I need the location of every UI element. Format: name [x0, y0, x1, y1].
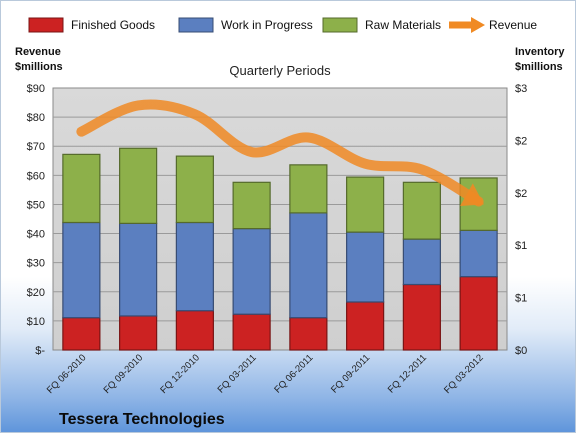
legend-arrow-revenue — [471, 17, 485, 33]
left-axis-ticks: $- $10 $20 $30 $40 $50 $60 $70 $80 $90 — [27, 83, 46, 357]
right-tick-label: $1 — [515, 240, 527, 252]
left-tick-label: $40 — [27, 229, 45, 241]
right-tick-label: $0 — [515, 345, 527, 357]
left-tick-label: $80 — [27, 112, 45, 124]
bar-work-in-progress — [63, 222, 100, 317]
right-axis-title-line2: $millions — [515, 61, 563, 73]
x-tick-label: FQ 09-2010 — [102, 352, 146, 396]
legend-label: Revenue — [489, 18, 537, 32]
right-tick-label: $1 — [515, 293, 527, 305]
bar-raw-materials — [290, 165, 327, 213]
bar-raw-materials — [403, 182, 440, 239]
left-tick-label: $90 — [27, 83, 45, 95]
bar-raw-materials — [176, 156, 213, 222]
x-tick-label: FQ 09-2011 — [329, 352, 372, 395]
bar-finished-goods — [460, 277, 497, 350]
left-tick-label: $60 — [27, 170, 45, 182]
bar-finished-goods — [290, 318, 327, 350]
right-tick-label: $3 — [515, 83, 527, 95]
x-tick-label: FQ 06-2010 — [45, 352, 89, 396]
bar-work-in-progress — [120, 223, 157, 316]
bar-work-in-progress — [290, 213, 327, 318]
bar-work-in-progress — [460, 230, 497, 276]
bar-raw-materials — [120, 148, 157, 223]
left-tick-label: $50 — [27, 199, 45, 211]
x-tick-label: FQ 03-2011 — [216, 352, 259, 395]
bar-finished-goods — [347, 302, 384, 350]
legend-label: Finished Goods — [71, 18, 155, 32]
legend-swatch-raw-materials — [323, 18, 357, 32]
right-tick-label: $2 — [515, 135, 527, 147]
left-axis-title-line2: $millions — [15, 61, 63, 73]
left-tick-label: $- — [35, 345, 45, 357]
x-tick-label: FQ 03-2012 — [442, 352, 486, 396]
bar-work-in-progress — [347, 232, 384, 302]
legend-label: Work in Progress — [221, 18, 313, 32]
left-tick-label: $20 — [27, 287, 45, 299]
bar-finished-goods — [176, 311, 213, 350]
chart-subtitle: Quarterly Periods — [229, 63, 331, 78]
right-axis-ticks: $0 $1 $1 $2 $2 $3 — [515, 83, 527, 357]
left-tick-label: $70 — [27, 141, 45, 153]
bar-raw-materials — [63, 154, 100, 222]
left-axis-title-line1: Revenue — [15, 46, 61, 58]
bar-work-in-progress — [233, 229, 270, 315]
left-tick-label: $30 — [27, 258, 45, 270]
bar-work-in-progress — [403, 239, 440, 284]
legend: Finished Goods Work in Progress Raw Materi… — [29, 17, 537, 33]
bar-finished-goods — [120, 316, 157, 350]
legend-label: Raw Materials — [365, 18, 441, 32]
legend-swatch-finished-goods — [29, 18, 63, 32]
x-axis-ticks: FQ 06-2010 FQ 09-2010 FQ 12-2010 FQ 03-2011… — [45, 352, 486, 396]
left-tick-label: $10 — [27, 316, 45, 328]
bar-work-in-progress — [176, 222, 213, 310]
right-tick-label: $2 — [515, 188, 527, 200]
bar-raw-materials — [233, 182, 270, 228]
x-tick-label: FQ 12-2011 — [386, 352, 429, 395]
company-name: Tessera Technologies — [59, 411, 225, 428]
right-axis-title-line1: Inventory — [515, 46, 565, 58]
bar-finished-goods — [63, 318, 100, 350]
bar-finished-goods — [403, 285, 440, 351]
x-tick-label: FQ 06-2011 — [272, 352, 315, 395]
bar-finished-goods — [233, 314, 270, 350]
legend-swatch-work-in-progress — [179, 18, 213, 32]
bar-raw-materials — [347, 177, 384, 232]
x-tick-label: FQ 12-2010 — [158, 352, 202, 396]
